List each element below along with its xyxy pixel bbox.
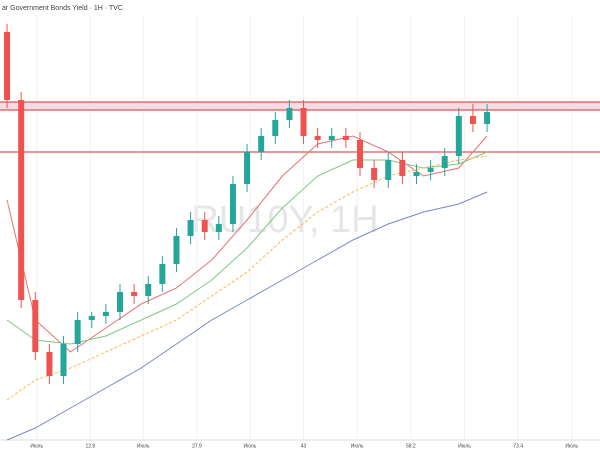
candle-body xyxy=(371,168,378,180)
candle-body xyxy=(159,264,166,284)
candle-body xyxy=(300,108,307,136)
moving-average xyxy=(6,151,488,345)
chart-title: ar Government Bonds Yield · 1H · TVC xyxy=(2,5,123,12)
x-tick-label: 43 xyxy=(301,443,307,449)
candle-body xyxy=(18,100,25,300)
x-tick-label: 58.2 xyxy=(406,443,416,449)
candle-body xyxy=(413,172,420,176)
x-tick-label: Июль xyxy=(565,443,578,449)
x-tick-label: Июль xyxy=(137,443,150,449)
candle-body xyxy=(131,292,138,296)
moving-average xyxy=(6,135,488,353)
candle-body xyxy=(314,136,321,140)
candle-body xyxy=(32,300,39,352)
candle-body xyxy=(74,320,81,344)
candle-body xyxy=(328,136,335,140)
x-tick-label: 12.8 xyxy=(85,443,95,449)
candle-body xyxy=(244,152,251,184)
candle-body xyxy=(484,112,491,124)
level-band xyxy=(0,102,600,110)
candle-body xyxy=(441,156,448,168)
candle-body xyxy=(286,108,293,120)
candle-body xyxy=(469,116,476,124)
x-tick-label: Июль xyxy=(351,443,364,449)
candle-body xyxy=(46,352,53,376)
candle-body xyxy=(357,140,363,168)
candle-body xyxy=(145,284,152,296)
candle-body xyxy=(229,184,236,224)
candle-body xyxy=(342,136,349,140)
x-tick-label: 73.4 xyxy=(513,443,523,449)
candle-body xyxy=(88,316,95,320)
candle-body xyxy=(201,220,208,232)
candle-body xyxy=(215,224,222,232)
x-tick-label: Июль xyxy=(30,443,43,449)
candle-body xyxy=(272,120,279,136)
candle-body xyxy=(60,344,67,376)
x-tick-label: Июль xyxy=(243,443,256,449)
candle-body xyxy=(385,160,392,180)
moving-average xyxy=(6,155,488,401)
candle-body xyxy=(258,136,265,152)
candle-body xyxy=(455,116,462,156)
candle-body xyxy=(399,160,406,176)
moving-average xyxy=(6,191,488,441)
candle-body xyxy=(173,236,180,264)
x-tick-label: 27.9 xyxy=(192,443,202,449)
candle-body xyxy=(187,220,194,236)
candle-body xyxy=(102,312,109,316)
candle-body xyxy=(117,292,123,312)
candle-body xyxy=(4,32,11,100)
x-tick-label: Июль xyxy=(458,443,471,449)
candle-body xyxy=(427,168,434,172)
